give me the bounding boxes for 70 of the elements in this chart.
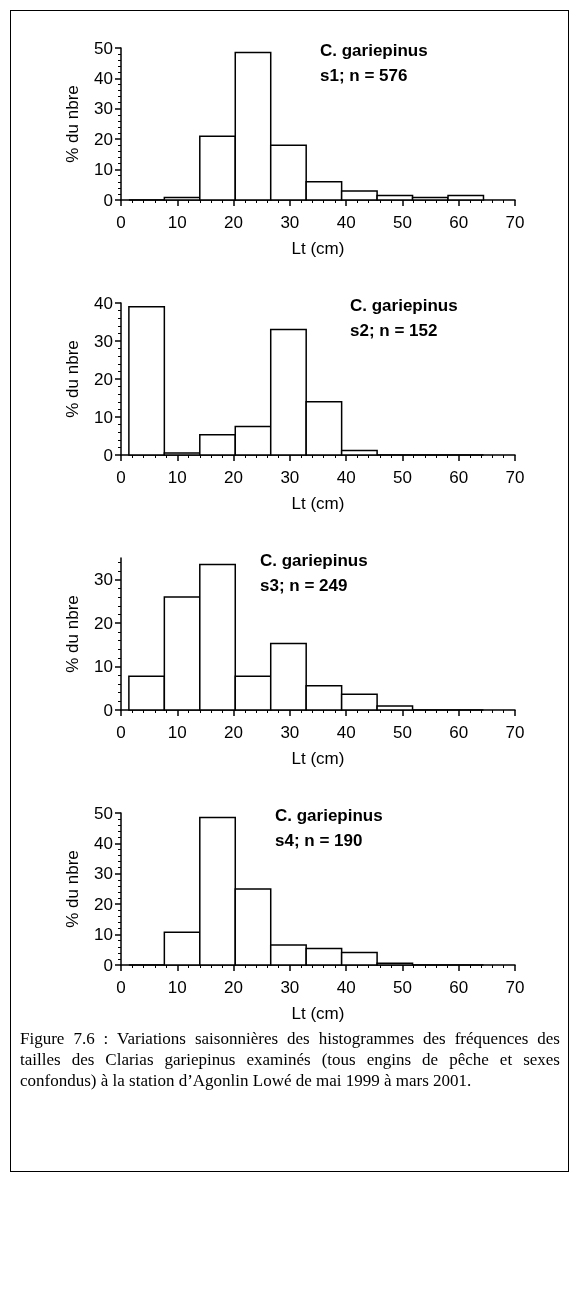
x-tick-label: 0 [116, 978, 126, 997]
x-tick-label: 60 [449, 723, 469, 742]
y-axis-title: % du nbre [63, 340, 82, 418]
x-tick-label: 30 [280, 213, 300, 232]
x-axis-title: Lt (cm) [291, 1004, 345, 1023]
x-tick-label: 30 [280, 468, 300, 487]
x-tick-label: 60 [449, 978, 469, 997]
x-tick-label: 70 [505, 723, 525, 742]
x-tick-label: 0 [116, 213, 126, 232]
x-tick-label: 40 [336, 213, 356, 232]
x-tick-label: 70 [505, 213, 525, 232]
x-tick-label: 10 [167, 468, 187, 487]
caption: Figure 7.6 : Variations saisonnières des histogrammes des fréquences des tailles des Clarias gariepinus examinés (tous engins de pêche et sexes confondus) à la station d’Agonlin Lowé de mai 1999 à mars 2001. [20, 1028, 560, 1091]
x-tick-label: 50 [392, 723, 412, 742]
x-tick-label: 10 [167, 213, 187, 232]
annotation: s2; n = 152 [350, 321, 438, 340]
y-axis-title: % du nbre [63, 850, 82, 928]
x-tick-label: 50 [392, 978, 412, 997]
x-tick-label: 20 [224, 978, 244, 997]
y-tick-label: 30 [94, 570, 113, 590]
x-tick-label: 10 [167, 723, 187, 742]
y-tick-label: 40 [94, 293, 113, 313]
y-tick-label: 40 [94, 833, 113, 853]
x-tick-label: 60 [449, 468, 469, 487]
y-tick-label: 10 [94, 407, 113, 427]
y-axis-title: % du nbre [63, 595, 82, 673]
y-tick-label: 0 [103, 445, 113, 465]
y-tick-label: 40 [94, 68, 113, 88]
y-tick-label: 0 [103, 955, 113, 975]
x-axis-title: Lt (cm) [291, 494, 345, 513]
x-tick-label: 20 [224, 213, 244, 232]
y-tick-label: 30 [94, 99, 113, 119]
x-axis-title: Lt (cm) [291, 749, 345, 768]
y-tick-label: 30 [94, 864, 113, 884]
y-tick-label: 0 [103, 190, 113, 210]
y-tick-label: 10 [94, 657, 113, 677]
annotation: C. gariepinus [350, 296, 458, 315]
y-tick-label: 20 [94, 613, 113, 633]
y-tick-label: 20 [94, 369, 113, 389]
annotation: s1; n = 576 [320, 66, 408, 85]
y-tick-label: 0 [103, 700, 113, 720]
x-tick-label: 30 [280, 723, 300, 742]
y-tick-label: 20 [94, 894, 113, 914]
y-tick-label: 10 [94, 925, 113, 945]
y-axis-title: % du nbre [63, 85, 82, 163]
x-tick-label: 50 [392, 213, 412, 232]
x-tick-label: 70 [505, 468, 525, 487]
x-tick-label: 0 [116, 723, 126, 742]
x-tick-label: 20 [224, 468, 244, 487]
x-tick-label: 20 [224, 723, 244, 742]
y-tick-label: 50 [94, 803, 113, 823]
x-tick-label: 40 [336, 978, 356, 997]
y-tick-label: 30 [94, 331, 113, 351]
x-axis-title: Lt (cm) [291, 239, 345, 258]
y-tick-label: 50 [94, 38, 113, 58]
x-tick-label: 30 [280, 978, 300, 997]
annotation: s3; n = 249 [260, 576, 348, 595]
annotation: C. gariepinus [320, 41, 428, 60]
y-tick-label: 10 [94, 160, 113, 180]
x-tick-label: 0 [116, 468, 126, 487]
annotation: C. gariepinus [275, 806, 383, 825]
annotation: C. gariepinus [260, 551, 368, 570]
y-tick-label: 20 [94, 129, 113, 149]
x-tick-label: 50 [392, 468, 412, 487]
x-tick-label: 60 [449, 213, 469, 232]
x-tick-label: 40 [336, 723, 356, 742]
x-tick-label: 40 [336, 468, 356, 487]
x-tick-label: 70 [505, 978, 525, 997]
annotation: s4; n = 190 [275, 831, 363, 850]
x-tick-label: 10 [167, 978, 187, 997]
